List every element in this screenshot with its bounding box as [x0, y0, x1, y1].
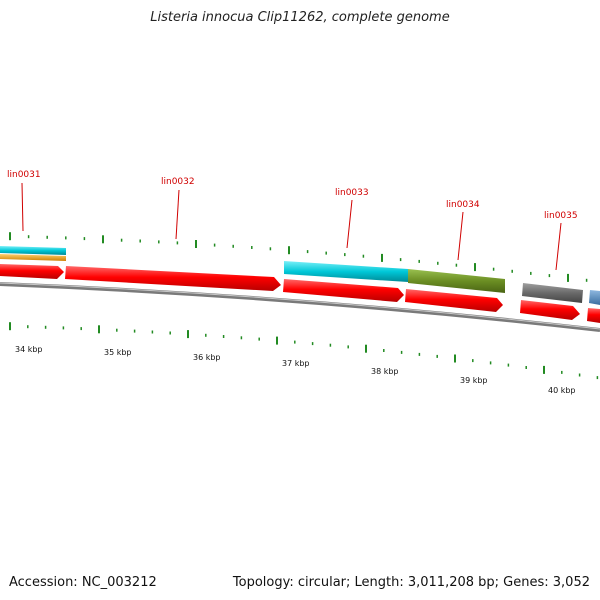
map-title: Listeria innocua Clip11262, complete gen…: [150, 10, 450, 25]
upper-tick-row: [9, 232, 588, 282]
gene-label-lin0035: lin0035: [544, 211, 578, 221]
gene-label-lin0033: lin0033: [335, 188, 369, 198]
scale-label-39kbp: 39 kbp: [460, 376, 488, 385]
scale-tick-row: [9, 322, 599, 380]
scale-label-34kbp: 34 kbp: [15, 345, 43, 354]
genome-backbone-highlight: [0, 282, 600, 330]
scale-label-40kbp: 40 kbp: [548, 386, 576, 395]
label-leader-lin0034: [457, 211, 464, 261]
gene-arrow-lin0032: [65, 266, 281, 291]
feature-bar-blue: [589, 290, 600, 305]
gene-label-lin0034: lin0034: [446, 200, 480, 210]
scale-label-38kbp: 38 kbp: [371, 367, 399, 376]
scale-label-37kbp: 37 kbp: [282, 359, 310, 368]
gene-label-lin0031: lin0031: [7, 170, 41, 180]
gene-arrow-lin0031: [0, 264, 64, 279]
gene-arrow-lin0033: [283, 279, 404, 302]
feature-bar-cyan-2: [284, 261, 408, 282]
label-leader-lin0033: [346, 199, 353, 249]
gene-arrow-next: [587, 308, 600, 323]
gene-arrow-lin0034: [405, 289, 503, 312]
gene-arrow-lin0035: [520, 300, 580, 320]
scale-label-36kbp: 36 kbp: [193, 353, 221, 362]
scale-label-35kbp: 35 kbp: [104, 348, 132, 357]
gene-label-lin0032: lin0032: [161, 177, 195, 187]
feature-bar-olive: [408, 269, 505, 293]
label-leader-lin0032: [175, 189, 180, 240]
feature-bar-orange-1: [0, 254, 66, 261]
label-leader-lin0035: [555, 222, 562, 271]
accession-text: Accession: NC_003212: [9, 575, 157, 590]
genome-backbone: [0, 282, 600, 332]
genome-summary-text: Topology: circular; Length: 3,011,208 bp…: [232, 575, 590, 590]
feature-bar-gray: [522, 283, 583, 303]
feature-bar-cyan-1: [0, 246, 66, 255]
label-leader-lin0031: [21, 182, 24, 232]
